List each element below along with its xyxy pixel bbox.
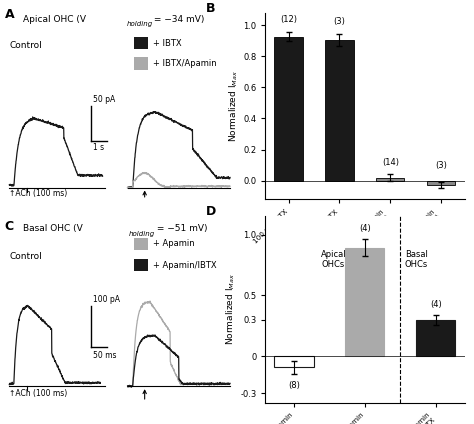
- Text: = −34 mV): = −34 mV): [152, 14, 205, 24]
- Text: + IBTX/Apamin: + IBTX/Apamin: [153, 59, 216, 68]
- Text: = −51 mV): = −51 mV): [154, 224, 207, 233]
- Text: (4): (4): [430, 300, 442, 309]
- FancyBboxPatch shape: [135, 238, 148, 250]
- Text: + Apamin: + Apamin: [153, 240, 194, 248]
- Bar: [274, 37, 302, 181]
- Text: (4): (4): [359, 224, 371, 233]
- Text: Apical
OHCs: Apical OHCs: [321, 250, 347, 269]
- Text: Basal OHC (V: Basal OHC (V: [23, 224, 82, 233]
- Text: (14): (14): [382, 158, 399, 167]
- Y-axis label: Normalized I$_{Max}$: Normalized I$_{Max}$: [225, 273, 237, 346]
- Text: Control: Control: [9, 41, 42, 50]
- Text: (3): (3): [334, 17, 346, 26]
- Bar: [417, 320, 456, 357]
- Text: 100 pA: 100 pA: [93, 296, 120, 304]
- Bar: [346, 248, 384, 357]
- Text: Basal
OHCs: Basal OHCs: [405, 250, 428, 269]
- Text: holding: holding: [129, 231, 155, 237]
- Text: C: C: [5, 220, 14, 234]
- Text: ↑ACh (100 ms): ↑ACh (100 ms): [9, 189, 67, 198]
- Text: Control: Control: [9, 252, 42, 261]
- Text: + IBTX: + IBTX: [153, 39, 181, 47]
- FancyBboxPatch shape: [135, 57, 148, 70]
- FancyBboxPatch shape: [135, 37, 148, 49]
- Text: (12): (12): [280, 15, 297, 24]
- Text: 1 s: 1 s: [93, 143, 105, 152]
- Text: (3): (3): [436, 161, 447, 170]
- Text: Apical OHC (V: Apical OHC (V: [23, 14, 86, 24]
- Y-axis label: Normalized I$_{Max}$: Normalized I$_{Max}$: [228, 70, 240, 142]
- Text: ↑ACh (100 ms): ↑ACh (100 ms): [9, 389, 67, 398]
- FancyBboxPatch shape: [135, 259, 148, 271]
- Text: holding: holding: [127, 21, 153, 27]
- Text: D: D: [206, 205, 216, 218]
- Text: 50 ms: 50 ms: [93, 351, 117, 360]
- Text: B: B: [206, 2, 215, 14]
- Text: + Apamin/IBTX: + Apamin/IBTX: [153, 261, 216, 270]
- Text: A: A: [5, 8, 14, 22]
- Bar: [326, 40, 354, 181]
- Bar: [376, 178, 404, 181]
- Bar: [428, 181, 456, 185]
- Text: (8): (8): [288, 381, 300, 390]
- Bar: [274, 357, 313, 368]
- Text: 50 pA: 50 pA: [93, 95, 116, 104]
